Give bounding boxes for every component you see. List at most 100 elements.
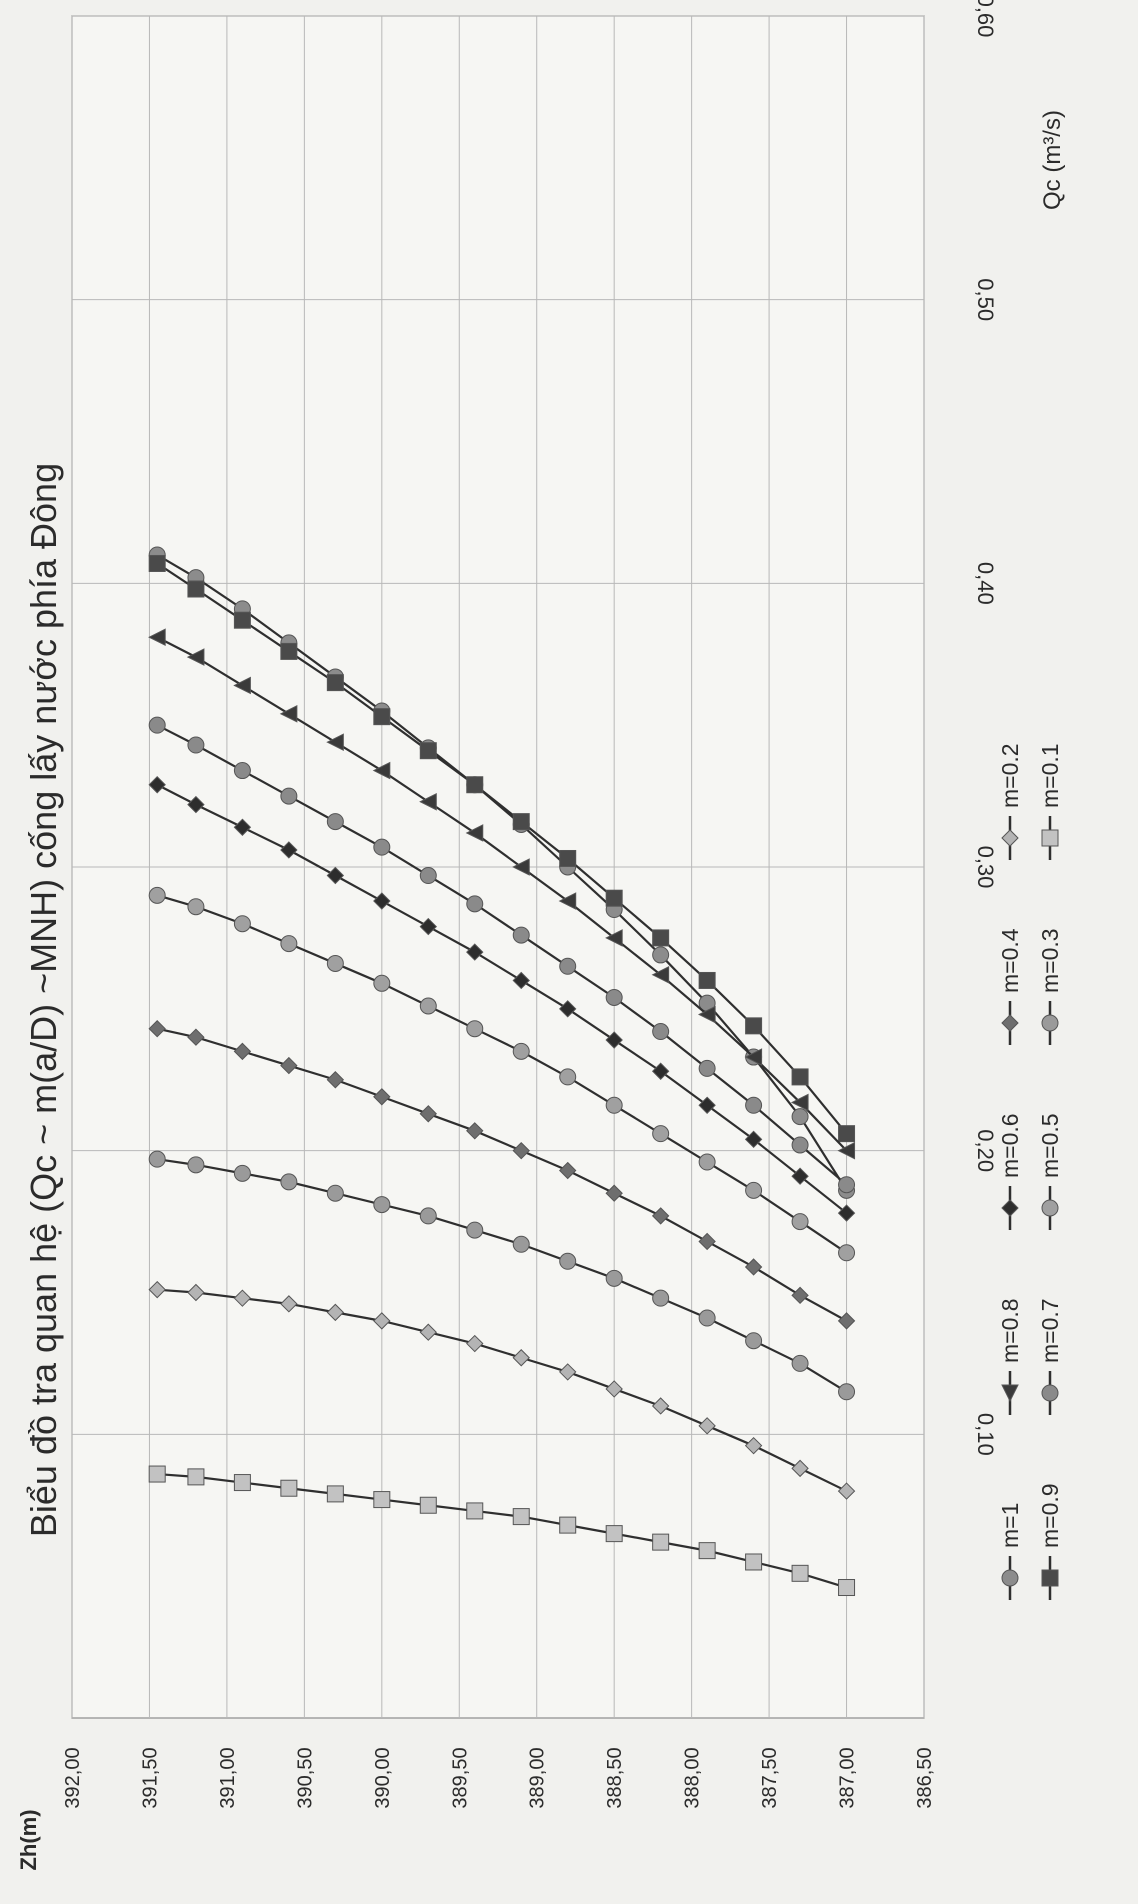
data-point xyxy=(652,1533,670,1551)
zh-tick-label: 389,00 xyxy=(527,1747,549,1808)
legend-item: m=1 xyxy=(997,1503,1023,1600)
data-point xyxy=(373,1196,391,1214)
data-point xyxy=(187,1028,205,1046)
data-point xyxy=(419,917,437,936)
data-point xyxy=(837,1204,856,1222)
data-point xyxy=(280,1056,298,1075)
data-point xyxy=(744,1258,763,1276)
data-point xyxy=(512,1508,530,1526)
data-point xyxy=(233,1474,251,1492)
zh-tick-label: 391,00 xyxy=(217,1747,239,1808)
data-point xyxy=(233,1164,251,1182)
legend-label: m=0.8 xyxy=(997,1298,1023,1363)
zh-tick-label: 389,50 xyxy=(449,1747,471,1808)
data-point xyxy=(791,1459,809,1478)
series-line xyxy=(156,894,848,1254)
data-point xyxy=(326,813,344,831)
data-point xyxy=(559,849,577,867)
data-point xyxy=(148,1465,166,1483)
data-point xyxy=(791,1286,809,1305)
zh-tick-label: 388,00 xyxy=(682,1747,704,1808)
data-point xyxy=(790,1093,809,1112)
legend-swatch-marker xyxy=(1001,1199,1019,1217)
data-point xyxy=(466,895,484,913)
data-point xyxy=(512,1349,530,1367)
data-point xyxy=(419,867,437,885)
zh-tick-label: 387,00 xyxy=(837,1747,859,1808)
legend-item: m=0.7 xyxy=(1037,1298,1063,1415)
data-point xyxy=(465,824,484,842)
data-point xyxy=(373,838,391,856)
data-point xyxy=(373,1088,391,1106)
legend-swatch-marker xyxy=(1041,1384,1059,1402)
legend-item: m=0.4 xyxy=(997,928,1023,1045)
data-point xyxy=(373,974,391,992)
series-line xyxy=(156,1027,848,1322)
data-point xyxy=(512,858,530,876)
legend-item: m=0.9 xyxy=(1037,1483,1063,1600)
legend-item: m=0.8 xyxy=(997,1298,1023,1415)
data-point xyxy=(512,813,530,831)
data-point xyxy=(512,1042,530,1060)
data-point xyxy=(791,1564,809,1582)
series-m-0-1 xyxy=(148,1465,856,1597)
data-point xyxy=(326,1071,345,1089)
series-line xyxy=(157,1472,847,1589)
series-line xyxy=(156,562,848,1135)
data-point xyxy=(148,1280,166,1299)
data-point xyxy=(466,1502,484,1520)
data-point xyxy=(148,628,166,647)
series-m-0-6 xyxy=(148,776,856,1222)
data-point xyxy=(745,1017,763,1035)
data-point xyxy=(559,957,577,975)
data-point xyxy=(698,1232,716,1251)
data-point xyxy=(186,648,205,666)
data-point xyxy=(698,1005,716,1024)
data-point xyxy=(559,1161,577,1180)
data-point xyxy=(651,1062,670,1080)
legend-label: m=0.9 xyxy=(1037,1483,1063,1548)
data-point xyxy=(651,1397,670,1415)
data-point xyxy=(326,674,344,692)
data-point xyxy=(745,1181,763,1199)
legend: m=1 m=0.9 m=0.8 m=0.7 m=0.6 m=0.5 m=0.4 m=0.3 m=… xyxy=(997,743,1063,1600)
data-point xyxy=(419,792,437,811)
qc-tick-label: 0,20 xyxy=(973,1129,998,1172)
data-point xyxy=(148,716,166,734)
data-point xyxy=(187,736,205,754)
data-point xyxy=(466,776,484,794)
data-point xyxy=(187,1156,205,1174)
data-point xyxy=(559,1068,577,1086)
legend-label: m=0.2 xyxy=(997,743,1023,808)
data-point xyxy=(280,1173,298,1191)
legend-label: m=0.7 xyxy=(1037,1298,1063,1363)
data-point xyxy=(512,1141,530,1160)
data-point xyxy=(605,1525,623,1543)
zh-tick-label: 390,50 xyxy=(294,1747,316,1808)
data-point xyxy=(280,642,298,660)
data-point xyxy=(698,1096,716,1114)
data-point xyxy=(326,1184,344,1202)
data-point xyxy=(605,1096,623,1114)
data-point xyxy=(745,1553,763,1571)
data-point xyxy=(419,1323,437,1341)
qc-tick-label: 0,50 xyxy=(973,278,998,321)
qc-axis-label: Qc (m³/s) xyxy=(1039,110,1066,210)
series-m-0-2 xyxy=(148,1280,856,1500)
data-point xyxy=(837,1312,856,1330)
data-point xyxy=(512,971,530,990)
data-point xyxy=(233,1042,252,1061)
zh-tick-label: 387,50 xyxy=(759,1747,781,1808)
data-point xyxy=(837,1141,856,1160)
data-point xyxy=(233,762,251,780)
data-point xyxy=(698,1309,716,1327)
legend-swatch-marker xyxy=(1041,1569,1059,1587)
data-point xyxy=(838,1383,856,1401)
series-line xyxy=(156,554,848,1191)
data-point xyxy=(280,1295,298,1313)
data-point xyxy=(419,1207,437,1225)
legend-item: m=0.1 xyxy=(1037,743,1063,860)
data-point xyxy=(148,554,166,572)
data-point xyxy=(745,1096,763,1114)
legend-label: m=1 xyxy=(997,1503,1023,1548)
